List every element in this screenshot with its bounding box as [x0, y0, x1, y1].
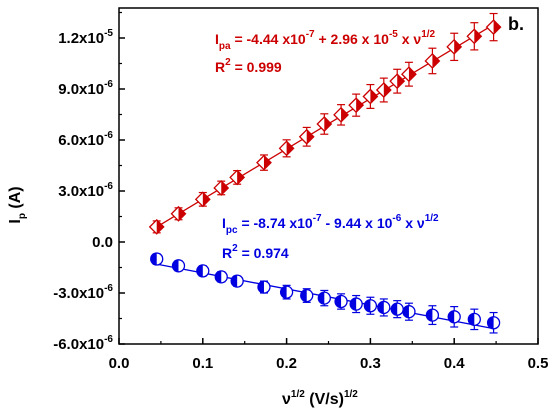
markers: [148, 19, 502, 330]
data-point: [229, 169, 246, 186]
data-point: [300, 288, 314, 303]
data-point: [390, 302, 404, 316]
x-tick-label: 0.2: [276, 355, 297, 372]
x-axis-label: ν1/2 (V/s)1/2: [282, 389, 358, 408]
data-point: [257, 280, 271, 294]
fit-lines: [156, 24, 494, 330]
data-point: [213, 180, 230, 196]
data-point: [389, 73, 406, 90]
data-point: [256, 154, 272, 171]
data-point: [401, 66, 417, 83]
data-point: [278, 140, 295, 157]
data-point: [377, 300, 391, 315]
data-point: [171, 259, 186, 273]
data-point: [194, 191, 211, 208]
data-point: [279, 285, 294, 299]
data-point: [333, 106, 349, 123]
anodic-r-squared: R2 = 0.999: [215, 57, 282, 75]
y-tick-label: 6.0x10-6: [58, 130, 113, 149]
data-point: [349, 297, 363, 311]
data-point: [425, 308, 440, 322]
y-tick-label: 1.2x10-5: [58, 28, 113, 47]
data-point: [230, 274, 244, 288]
cathodic-r-squared: R2 = 0.974: [222, 243, 289, 261]
data-point: [447, 310, 461, 324]
error-bars: [152, 12, 498, 334]
x-tick-label: 0.5: [528, 355, 549, 372]
y-axis-label: Ip (A): [7, 186, 28, 223]
data-point: [446, 38, 463, 55]
y-tick-label: 3.0x10-6: [58, 181, 113, 200]
data-point: [402, 305, 416, 319]
data-point: [363, 299, 378, 313]
cathodic-equation: Ipc = -8.74 x10-7 - 9.44 x 10-6 x ν1/2: [222, 213, 439, 236]
panel-label: b.: [508, 14, 524, 34]
data-point: [486, 316, 501, 330]
data-point: [150, 252, 164, 266]
anodic-equation: Ipa = -4.44 x10-7 + 2.96 x 10-5 x ν1/2: [215, 29, 436, 52]
y-tick-label: -3.0x10-6: [53, 283, 113, 302]
y-tick-label: 9.0x10-6: [58, 79, 113, 98]
data-point: [316, 116, 333, 132]
data-point: [214, 270, 228, 284]
x-tick-label: 0.1: [192, 355, 213, 372]
data-point: [466, 28, 483, 45]
y-tick-label: -6.0x10-6: [53, 334, 113, 353]
annotation-anodic-fit: Ipa = -4.44 x10-7 + 2.96 x 10-5 x ν1/2 R…: [215, 29, 436, 75]
y-axis-ticks: -6.0x10-6 -3.0x10-6 0.0 3.0x10-6 6.0x10-6 9.0…: [53, 11, 125, 353]
data-point: [317, 291, 331, 305]
data-point: [467, 312, 481, 327]
data-point: [298, 128, 315, 145]
x-tick-label: 0.4: [444, 355, 466, 372]
y-tick-label: 0.0: [92, 234, 113, 251]
data-point: [375, 82, 392, 98]
x-tick-label: 0.0: [109, 355, 130, 372]
x-tick-label: 0.3: [360, 355, 381, 372]
data-point: [334, 294, 348, 309]
data-point: [424, 53, 441, 69]
data-point: [348, 97, 365, 114]
annotation-cathodic-fit: Ipc = -8.74 x10-7 - 9.44 x 10-6 x ν1/2 R…: [222, 213, 439, 261]
data-point: [485, 19, 502, 36]
data-point: [170, 205, 187, 222]
data-point: [196, 264, 210, 278]
x-axis-ticks: 0.0 0.1 0.2 0.3 0.4 0.5: [109, 338, 549, 372]
data-point: [148, 218, 165, 235]
data-point: [362, 88, 379, 105]
